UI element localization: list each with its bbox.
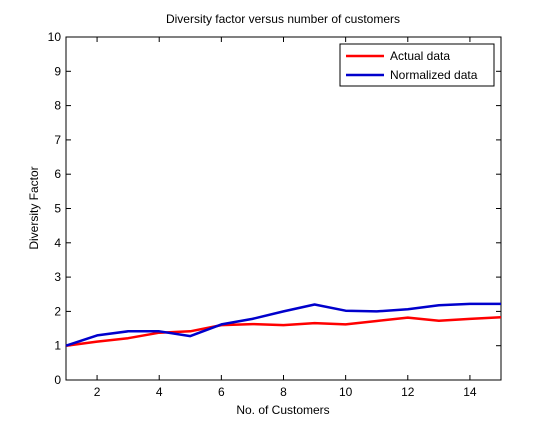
plot-area: [65, 36, 502, 381]
legend: Actual data Normalized data: [339, 43, 495, 87]
series-line-0: [65, 315, 502, 347]
legend-box: [339, 43, 495, 87]
y-tick-label: 2: [54, 304, 61, 318]
y-tick-label: 7: [54, 133, 61, 147]
axis-ticks: [66, 36, 501, 381]
x-tick-label: 14: [463, 385, 477, 399]
x-tick-label: 10: [339, 385, 353, 399]
y-tick-label: 6: [54, 167, 61, 181]
y-tick-label: 0: [54, 373, 61, 387]
y-tick-label: 10: [48, 30, 62, 44]
y-tick-label: 1: [54, 339, 61, 353]
x-tick-label: 4: [156, 385, 163, 399]
x-tick-label: 2: [94, 385, 101, 399]
y-tick-label: 4: [54, 236, 61, 250]
series-lines: [65, 302, 502, 347]
x-axis-title: No. of Customers: [236, 403, 329, 417]
y-tick-label: 8: [54, 99, 61, 113]
y-axis-title: Diversity Factor: [27, 166, 41, 249]
series-line-1: [65, 302, 501, 347]
y-tick-label: 9: [54, 64, 61, 78]
legend-label: Normalized data: [390, 68, 478, 82]
x-tick-label: 6: [218, 385, 225, 399]
legend-label: Actual data: [390, 49, 450, 63]
x-tick-label: 8: [280, 385, 287, 399]
y-tick-label: 3: [54, 270, 61, 284]
x-tick-label: 12: [401, 385, 415, 399]
y-tick-label: 5: [54, 202, 61, 216]
chart-title: Diversity factor versus number of custom…: [166, 12, 400, 26]
